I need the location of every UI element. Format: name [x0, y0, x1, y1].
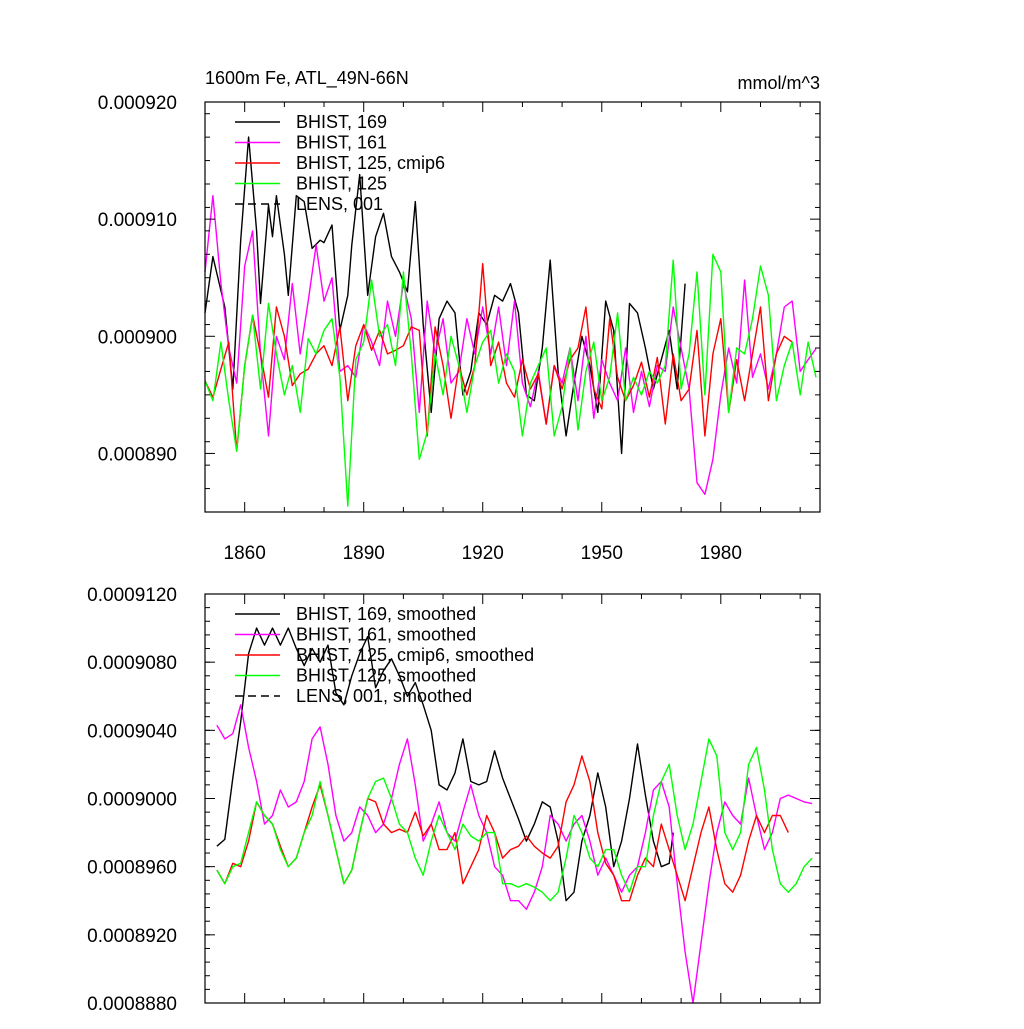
plot-frame — [204, 101, 821, 513]
legend-label-2: BHIST, 161 — [296, 133, 387, 153]
y-tick-label: 0.0009120 — [87, 585, 177, 606]
y-tick-label: 0.000920 — [98, 93, 177, 114]
series-line-1-2 — [204, 194, 817, 496]
y-tick-label: 0.000910 — [98, 210, 177, 231]
legend-label-2: BHIST, 161, smoothed — [296, 625, 476, 645]
series-line-1-3 — [204, 263, 793, 452]
legend-label-3: BHIST, 125, cmip6, smoothed — [296, 645, 534, 665]
x-tick-label: 1980 — [700, 543, 742, 564]
y-tick-label: 0.0009000 — [87, 790, 177, 811]
y-tick-label: 0.0008920 — [87, 926, 177, 947]
y-tick-label: 0.0009040 — [87, 721, 177, 742]
series-line-2-3 — [216, 755, 789, 902]
legend-label-1: BHIST, 169 — [296, 112, 387, 132]
y-tick-label: 0.000900 — [98, 327, 177, 348]
series-line-2-2 — [216, 704, 813, 1004]
y-tick-label: 0.000890 — [98, 444, 177, 465]
series-line-1-1 — [204, 136, 686, 455]
legend-label-1: BHIST, 169, smoothed — [296, 604, 476, 624]
x-tick-label: 1950 — [581, 543, 623, 564]
y-tick-label: 0.0009080 — [87, 653, 177, 674]
y-tick-label: 0.0008880 — [87, 994, 177, 1015]
y-tick-label: 0.0008960 — [87, 858, 177, 879]
x-tick-label: 1920 — [462, 543, 504, 564]
series-line-2-1 — [216, 627, 674, 902]
units-label: mmol/m^3 — [738, 73, 820, 93]
x-tick-label: 1890 — [343, 543, 385, 564]
legend-label-3: BHIST, 125, cmip6 — [296, 153, 445, 173]
x-tick-label: 1860 — [224, 543, 266, 564]
legend-label-4: BHIST, 125 — [296, 174, 387, 194]
panel-top: 0.000890 0.000900 0.000910 0.000920 1860 1890… — [98, 68, 821, 564]
legend-label-4: BHIST, 125, smoothed — [296, 666, 476, 686]
series-line-1-4 — [204, 253, 817, 507]
legend-label-5: LENS, 001 — [296, 194, 383, 214]
series-line-2-4 — [216, 738, 813, 902]
panel-bottom: 0.0008880 0.0008920 0.0008960 0.0009000 0.00… — [87, 585, 821, 1015]
legend-label-5: LENS, 001, smoothed — [296, 686, 472, 706]
chart-title: 1600m Fe, ATL_49N-66N — [205, 68, 409, 89]
